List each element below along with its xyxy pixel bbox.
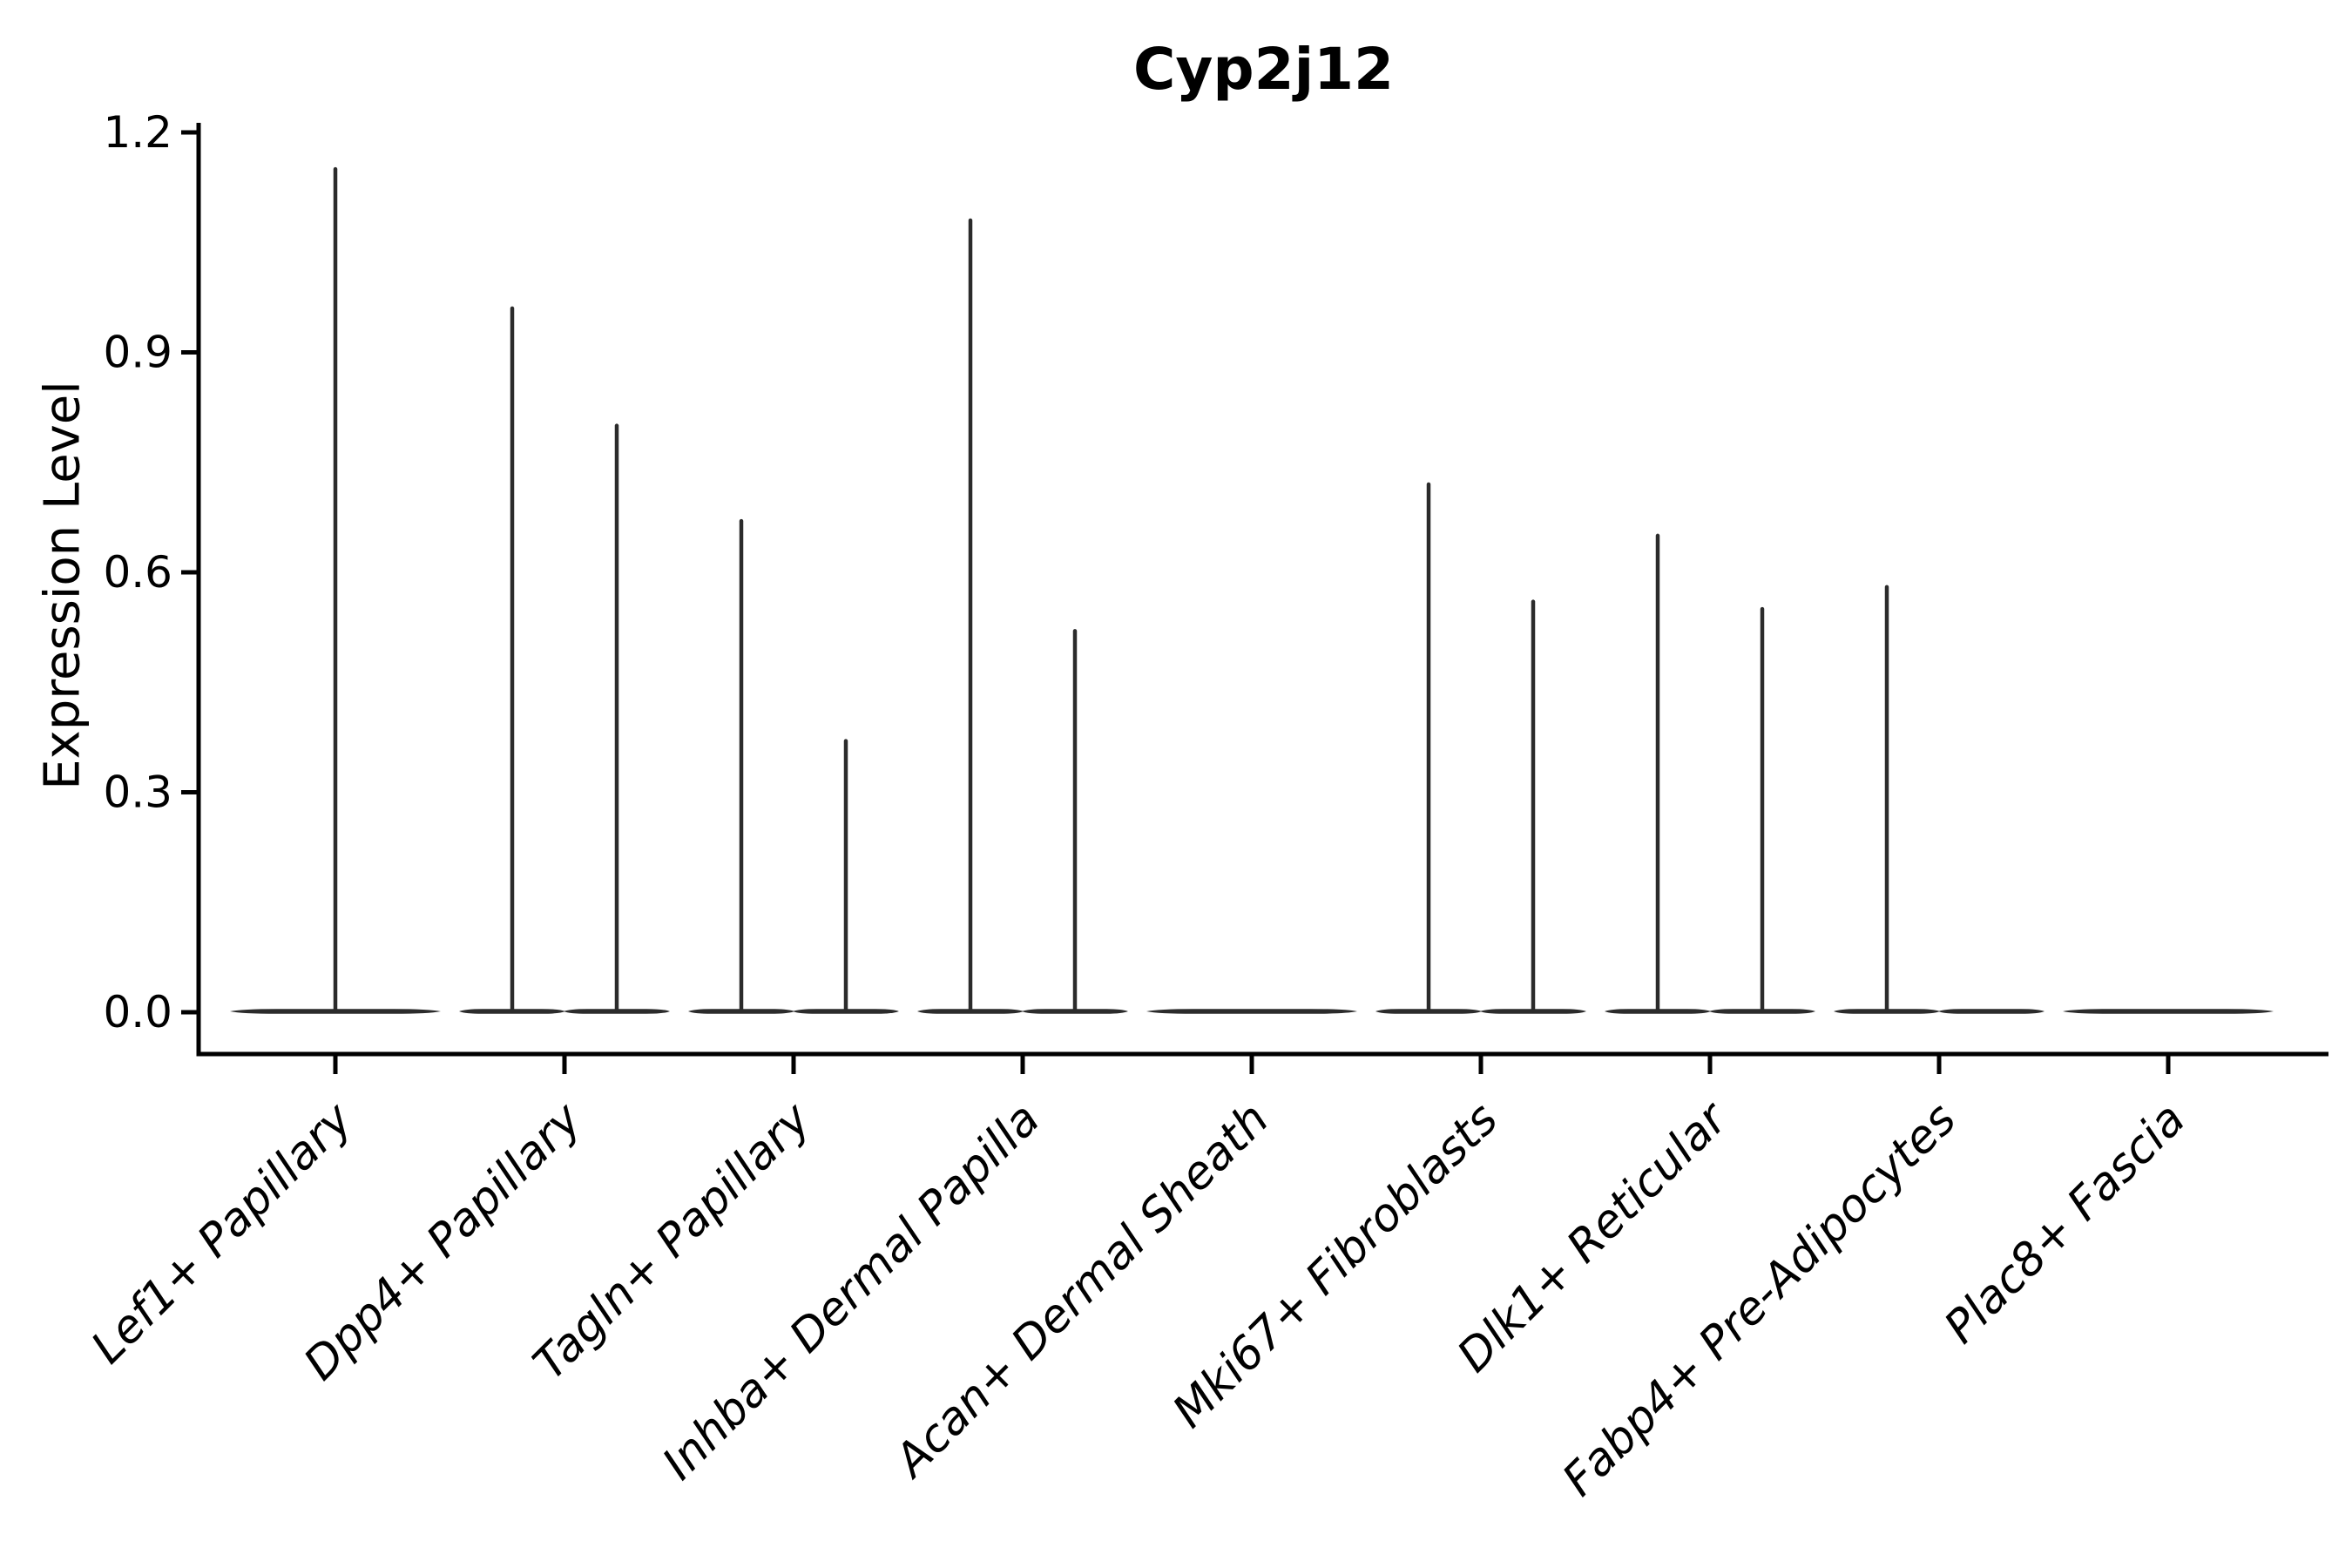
violin-body [2063, 1009, 2274, 1014]
violin-body [1146, 1009, 1357, 1014]
violin-body [1938, 1009, 2044, 1014]
x-tick-label: Acan+ Dermal Sheath [883, 1093, 1279, 1489]
x-tick-label: Inhba+ Dermal Papilla [652, 1093, 1050, 1490]
x-tick-label: Fabp4+ Pre-Adipocytes [1553, 1093, 1967, 1507]
y-axis-title: Expression Level [34, 381, 91, 790]
y-tick-label: 1.2 [103, 107, 172, 158]
y-tick-label: 0.3 [103, 767, 172, 817]
y-tick-label: 0.6 [103, 547, 172, 598]
chart-title: Cyp2j12 [1132, 36, 1395, 103]
x-tick-label: Plac8+ Fascia [1935, 1093, 2195, 1354]
y-tick-label: 0.9 [103, 327, 172, 377]
y-tick-label: 0.0 [103, 987, 172, 1037]
